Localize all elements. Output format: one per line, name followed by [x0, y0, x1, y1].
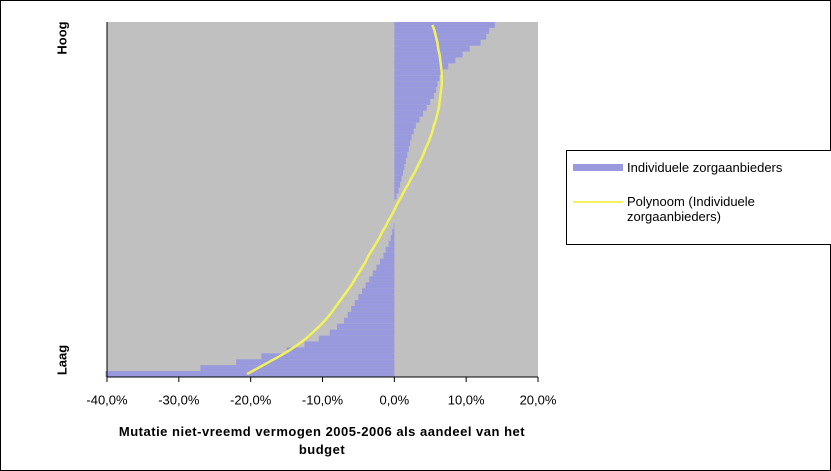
bar: [372, 270, 395, 277]
x-tick-label: 0,0%: [380, 392, 410, 407]
legend-swatch: [573, 164, 623, 171]
bar: [394, 158, 406, 164]
bar: [394, 146, 409, 153]
bar: [392, 229, 395, 235]
bar: [394, 81, 438, 88]
bar: [369, 276, 395, 283]
legend-item: Polynoom (Individuele zorgaanbieders): [573, 194, 827, 224]
bar: [365, 282, 395, 289]
x-tick-label: -20,0%: [230, 392, 272, 407]
bar: [385, 246, 395, 253]
bar: [347, 311, 395, 318]
bar: [376, 264, 395, 271]
bar: [388, 240, 395, 247]
bar: [394, 69, 444, 76]
bar: [236, 359, 395, 366]
bar: [394, 27, 490, 34]
bar: [394, 45, 470, 52]
x-tick-label: -10,0%: [302, 392, 344, 407]
bar: [394, 51, 463, 58]
bar: [394, 22, 495, 28]
bar: [344, 317, 395, 324]
bar: [394, 57, 456, 64]
bar: [394, 140, 411, 147]
legend-label: Individuele zorgaanbieders: [627, 160, 783, 175]
bar: [394, 104, 427, 111]
legend-label: Polynoom (Individuele zorgaanbieders): [627, 194, 755, 224]
bar: [261, 353, 395, 360]
x-tick-label: 10,0%: [448, 392, 485, 407]
bar: [394, 128, 414, 135]
bar: [358, 294, 395, 301]
bar: [394, 33, 487, 40]
bar: [318, 335, 395, 342]
bar: [394, 87, 436, 93]
bar: [304, 341, 395, 348]
bar: [394, 152, 408, 159]
bar: [354, 300, 395, 306]
bar: [394, 122, 416, 129]
bar: [336, 323, 395, 330]
x-tick-label: 20,0%: [520, 392, 557, 407]
bar: [105, 371, 395, 377]
trend-line: [246, 24, 443, 376]
legend-swatch: [573, 201, 623, 203]
bar: [394, 193, 397, 200]
bar: [394, 169, 403, 176]
legend: Individuele zorgaanbieders Polynoom (Indi…: [566, 150, 831, 245]
bar: [394, 175, 402, 182]
bar: [393, 223, 395, 230]
plot-area: [107, 22, 538, 377]
bar: [351, 306, 395, 312]
bar: [394, 134, 412, 141]
legend-item: Individuele zorgaanbieders: [573, 160, 827, 175]
bar: [383, 252, 395, 259]
x-tick-label: -30,0%: [158, 392, 200, 407]
x-tick-label: -40,0%: [86, 392, 128, 407]
bar: [362, 288, 395, 295]
bar: [394, 116, 420, 123]
x-axis-title: Mutatie niet-vreemd vermogen 2005-2006 a…: [118, 424, 526, 457]
bar: [379, 258, 395, 265]
y-label-top: Hoog: [54, 21, 69, 54]
y-label-bottom: Laag: [54, 345, 69, 375]
bar: [394, 187, 399, 194]
bar: [394, 181, 401, 188]
bar: [394, 75, 440, 82]
bar: [329, 329, 395, 336]
bar: [394, 98, 431, 105]
bar: [394, 164, 405, 170]
bar: [394, 110, 424, 117]
bar: [394, 63, 449, 70]
bar: [200, 365, 395, 372]
bar: [390, 235, 395, 241]
bar: [286, 347, 395, 354]
bar: [394, 93, 434, 99]
